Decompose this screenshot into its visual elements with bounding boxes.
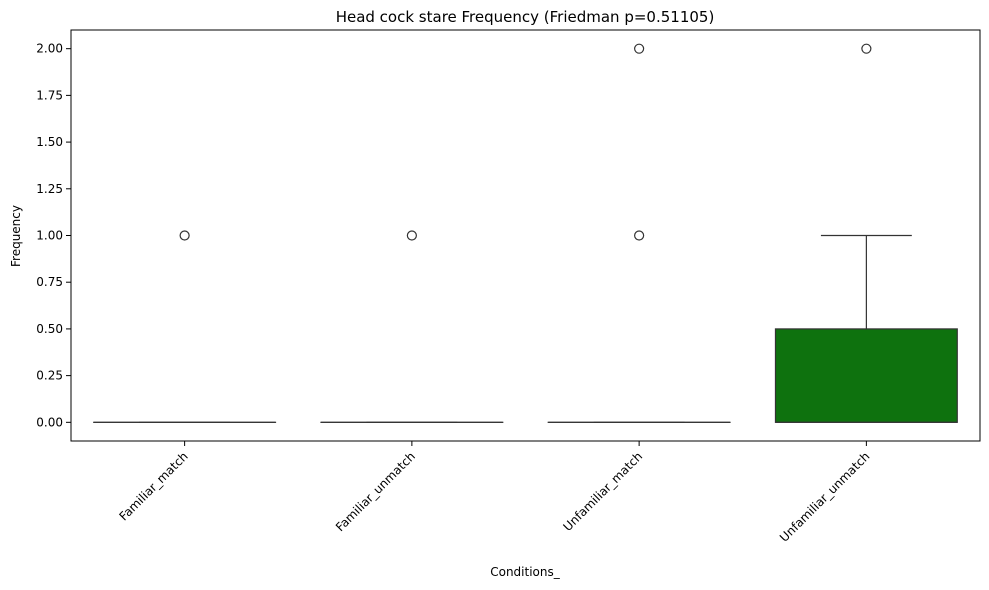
outlier-point — [406, 230, 417, 241]
y-tick-label: 2.00 — [36, 42, 63, 56]
box-group — [320, 230, 504, 423]
box-group — [774, 43, 958, 423]
x-tick-label: Familiar_match — [116, 449, 190, 523]
outlier-point — [634, 43, 645, 54]
y-tick-label: 0.25 — [36, 369, 63, 383]
y-axis: 0.00 0.25 0.50 0.75 1.00 1.25 1.50 1.75 2.00 — [36, 42, 71, 429]
chart-title: Head cock stare Frequency (Friedman p=0.… — [336, 8, 715, 26]
x-tick-label: Familiar_unmatch — [333, 449, 418, 534]
y-tick-label: 1.00 — [36, 229, 63, 243]
y-tick-label: 0.75 — [36, 275, 63, 289]
outlier-point — [634, 230, 645, 241]
x-axis-label: Conditions_ — [490, 565, 561, 579]
y-axis-label: Frequency — [9, 205, 23, 267]
box-group — [547, 43, 731, 423]
outlier-point — [861, 43, 872, 54]
y-tick-label: 1.25 — [36, 182, 63, 196]
plot-area — [93, 43, 958, 423]
x-axis: Familiar_match Familiar_unmatch Unfamiliar… — [116, 441, 872, 545]
y-tick-label: 1.50 — [36, 135, 63, 149]
y-tick-label: 1.75 — [36, 88, 63, 102]
x-tick-label: Unfamiliar_match — [560, 449, 645, 534]
box — [774, 328, 958, 423]
x-tick-label: Unfamiliar_unmatch — [777, 449, 873, 545]
y-tick-label: 0.00 — [36, 415, 63, 429]
box-group — [93, 230, 277, 423]
y-tick-label: 0.50 — [36, 322, 63, 336]
outlier-point — [179, 230, 190, 241]
